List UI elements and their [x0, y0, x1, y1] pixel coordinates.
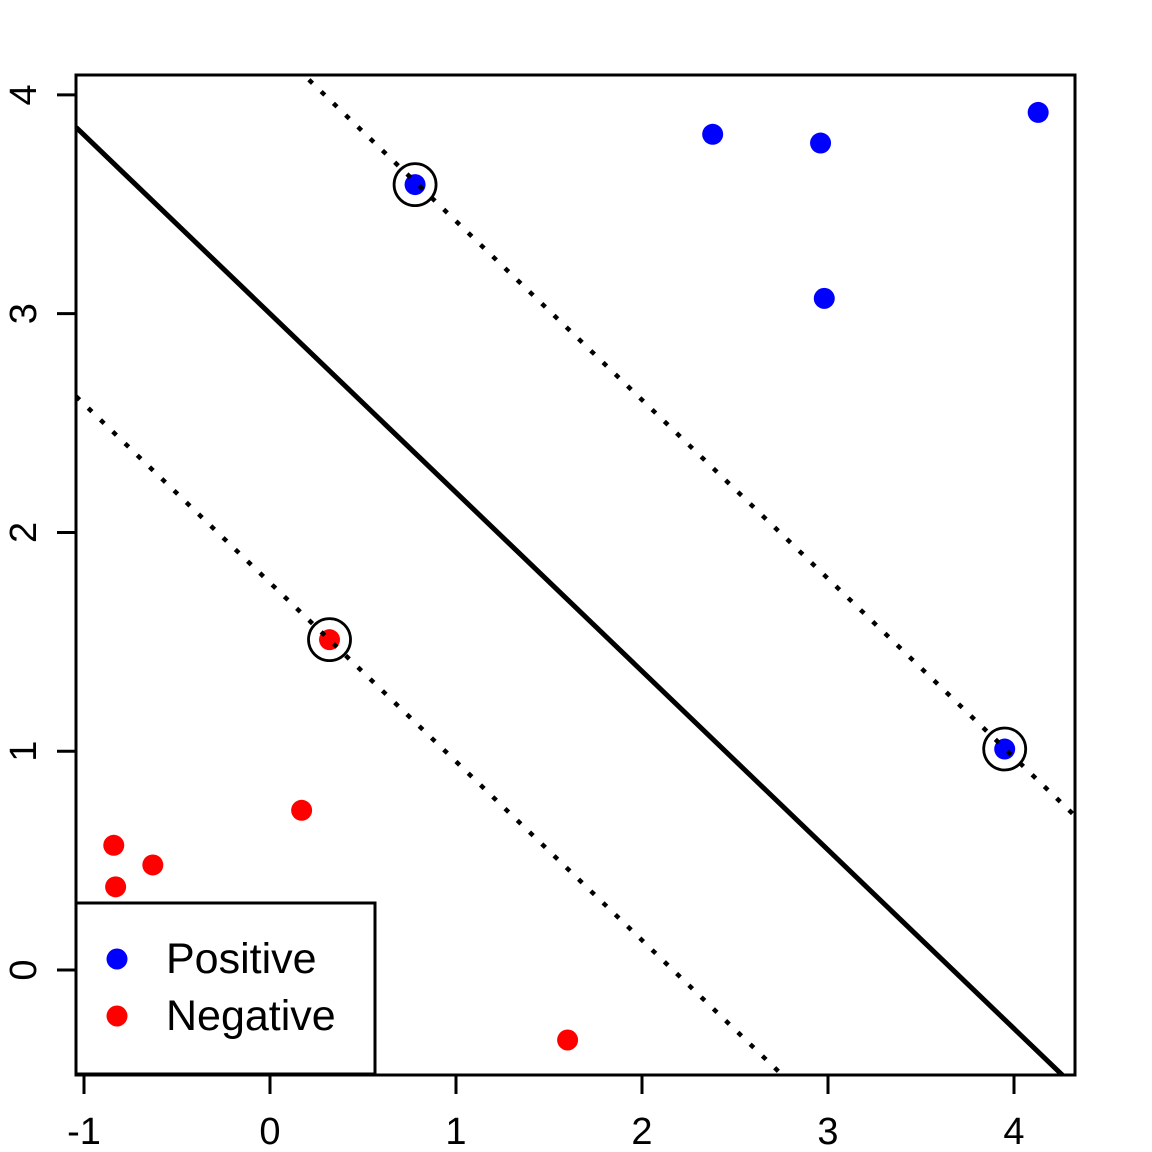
x-tick-label: 2: [631, 1111, 652, 1152]
data-point-negative: [105, 876, 127, 898]
data-point-positive: [810, 132, 832, 154]
legend-label-negative: Negative: [166, 992, 336, 1040]
data-point-positive: [1027, 101, 1049, 123]
x-tick-label: 4: [1003, 1111, 1024, 1152]
x-tick-label: 1: [445, 1111, 466, 1152]
support-vector-ring: [392, 162, 438, 208]
legend-label-positive: Positive: [166, 935, 317, 983]
data-point-positive: [702, 123, 724, 145]
y-tick-label: 3: [3, 303, 45, 324]
y-tick-label: 0: [3, 959, 45, 980]
data-point-positive: [813, 287, 835, 309]
data-point-negative: [142, 854, 164, 876]
data-point-negative: [103, 834, 125, 856]
data-point-negative: [291, 799, 313, 821]
x-tick-label: -1: [67, 1111, 101, 1152]
y-tick-label: 4: [3, 84, 45, 105]
x-tick-label: 3: [817, 1111, 838, 1152]
y-tick-label: 1: [3, 741, 45, 762]
legend-marker-negative: [106, 1005, 128, 1027]
support-vector-ring: [982, 726, 1028, 772]
data-point-negative: [557, 1029, 579, 1051]
legend-box: [74, 901, 377, 1076]
legend-marker-positive: [106, 948, 128, 970]
y-tick-label: 2: [3, 522, 45, 543]
decision-boundary-line: [77, 125, 1065, 1074]
support-vector-ring: [307, 617, 352, 663]
x-tick-label: 0: [259, 1111, 280, 1152]
